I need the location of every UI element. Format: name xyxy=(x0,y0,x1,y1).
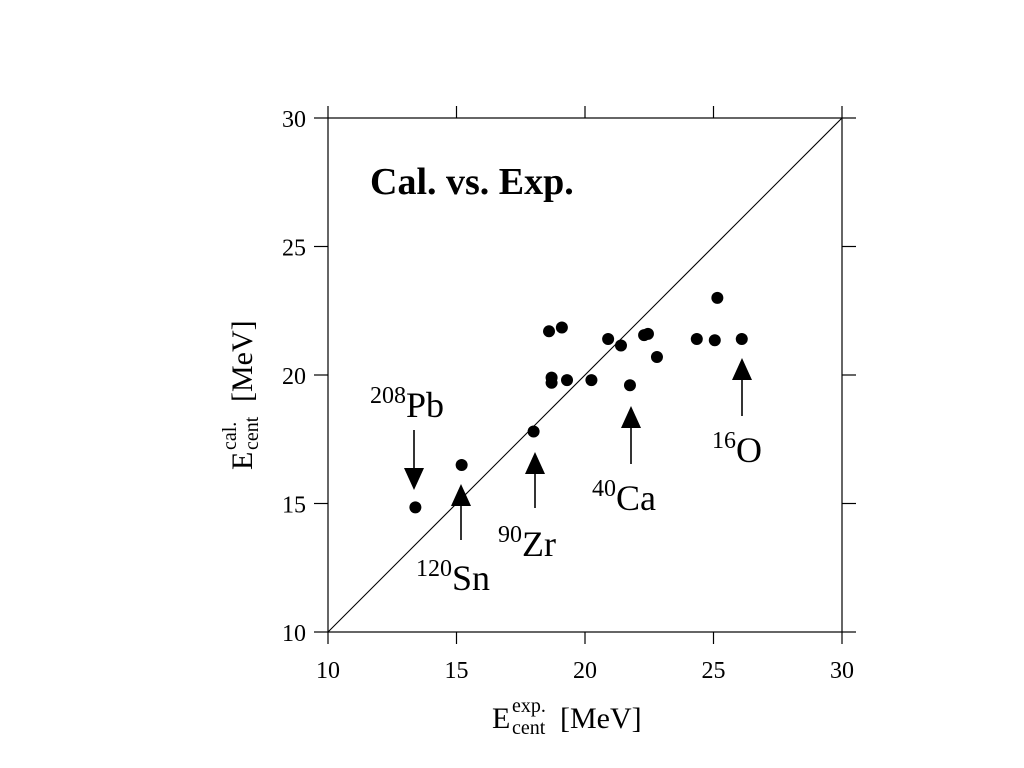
x-axis-superscript: exp. xyxy=(512,695,546,717)
data-point xyxy=(650,351,663,364)
y-tick-label: 25 xyxy=(282,236,306,262)
axis-ticks xyxy=(314,106,856,644)
arrow-head xyxy=(451,484,471,506)
data-point xyxy=(545,376,558,389)
y-tick-label: 30 xyxy=(282,107,306,133)
isotope-mass-number: 16 xyxy=(712,428,736,454)
data-point xyxy=(623,379,636,392)
reference-line xyxy=(327,117,843,633)
arrow-head xyxy=(404,468,424,490)
x-axis-title: E exp. cent [MeV] xyxy=(492,686,642,741)
isotope-mass-number: 120 xyxy=(416,556,452,582)
data-point xyxy=(561,374,574,387)
chart-title: Cal. vs. Exp. xyxy=(370,161,574,203)
diagonal-line xyxy=(327,117,843,633)
data-point xyxy=(641,327,654,340)
isotope-element-symbol: Pb xyxy=(406,385,444,425)
isotope-label: 120Sn xyxy=(416,556,490,598)
isotope-element-symbol: Zr xyxy=(522,524,556,564)
data-point xyxy=(614,339,627,352)
isotope-label: 208Pb xyxy=(370,383,444,425)
x-tick-label: 10 xyxy=(316,658,340,684)
annotation-pb: 208Pb xyxy=(370,383,444,490)
isotope-element-symbol: Ca xyxy=(616,478,656,518)
data-point xyxy=(735,333,748,346)
y-axis-title: E cal. cent [MeV] xyxy=(210,320,265,470)
data-point xyxy=(543,325,556,338)
arrow-head xyxy=(732,358,752,380)
annotation-ca: 40Ca xyxy=(592,406,656,518)
isotope-label: 16O xyxy=(712,428,762,470)
arrow-head xyxy=(525,452,545,474)
isotope-element-symbol: Sn xyxy=(452,558,490,598)
annotation-o: 16O xyxy=(712,358,762,470)
data-point xyxy=(455,458,468,471)
y-axis-subscript: cent xyxy=(241,416,263,450)
data-point xyxy=(409,501,422,514)
annotation-zr: 90Zr xyxy=(498,452,556,564)
data-points xyxy=(409,291,748,514)
data-point xyxy=(711,291,724,304)
isotope-label: 90Zr xyxy=(498,522,556,564)
data-point xyxy=(527,425,540,438)
data-point xyxy=(602,333,615,346)
y-tick-label: 10 xyxy=(282,621,306,647)
data-point xyxy=(708,334,721,347)
y-axis-unit: [MeV] xyxy=(226,320,259,402)
x-axis-unit: [MeV] xyxy=(560,702,642,735)
x-axis-subscript: cent xyxy=(512,717,546,739)
isotope-mass-number: 40 xyxy=(592,476,616,502)
data-point xyxy=(585,374,598,387)
x-tick-label: 25 xyxy=(702,658,726,684)
annotation-sn: 120Sn xyxy=(416,484,490,598)
axis-tick-labels: 10 15 20 25 30 10 15 20 25 30 xyxy=(282,107,854,684)
y-axis-symbol: E xyxy=(226,452,259,470)
isotope-mass-number: 208 xyxy=(370,383,406,409)
y-tick-label: 20 xyxy=(282,364,306,390)
isotope-mass-number: 90 xyxy=(498,522,522,548)
x-tick-label: 15 xyxy=(445,658,469,684)
y-tick-label: 15 xyxy=(282,493,306,519)
data-point xyxy=(555,321,568,334)
data-point xyxy=(690,333,703,346)
isotope-label: 40Ca xyxy=(592,476,656,518)
x-tick-label: 30 xyxy=(830,658,854,684)
x-axis-symbol: E xyxy=(492,702,510,735)
x-tick-label: 20 xyxy=(573,658,597,684)
isotope-element-symbol: O xyxy=(736,430,762,470)
y-axis-superscript: cal. xyxy=(219,422,241,450)
arrow-head xyxy=(621,406,641,428)
